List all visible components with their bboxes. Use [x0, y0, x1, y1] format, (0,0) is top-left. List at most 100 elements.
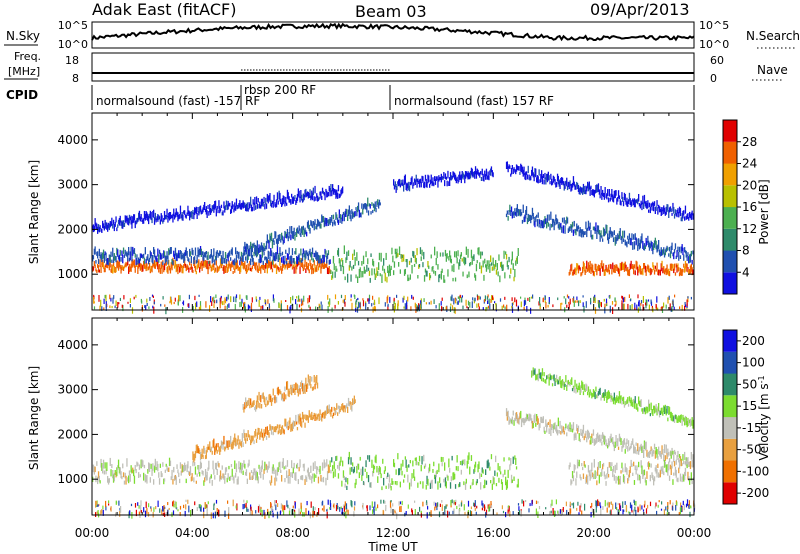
power-mark: [242, 252, 244, 256]
power-mark: [245, 246, 247, 252]
velocity-mark: [651, 472, 653, 479]
power-mark: [556, 219, 559, 224]
power-speckle: [344, 301, 346, 307]
velocity-mark: [263, 429, 265, 438]
power-mark: [275, 203, 277, 208]
power-mark: [671, 212, 673, 216]
power-mark: [262, 262, 264, 271]
power-speckle: [656, 296, 658, 303]
velocity-mark: [408, 482, 411, 490]
power-mark: [471, 168, 473, 177]
power-speckle: [211, 297, 214, 302]
velocity-mark: [677, 418, 679, 423]
power-mark: [240, 265, 242, 273]
velocity-mark: [418, 455, 421, 462]
power-speckle: [423, 298, 425, 302]
power-mark: [258, 203, 260, 209]
power-mark: [248, 245, 250, 255]
power-mark: [450, 258, 452, 264]
power-mark: [572, 176, 575, 186]
velocity-mark: [315, 376, 317, 386]
velocity-mark: [168, 467, 170, 472]
power-mark: [439, 274, 441, 279]
power-mark: [638, 203, 641, 207]
power-mark: [170, 247, 172, 254]
power-mark: [310, 263, 312, 270]
power-mark: [667, 269, 669, 275]
power-speckle: [512, 301, 514, 305]
power-speckle: [590, 301, 592, 305]
power-mark: [113, 253, 115, 261]
velocity-mark: [568, 381, 570, 386]
velocity-mark: [507, 469, 509, 479]
power-mark: [603, 193, 605, 200]
velocity-mark: [214, 475, 216, 480]
power-mark: [681, 244, 683, 252]
velocity-mark: [383, 470, 386, 474]
power-mark: [219, 265, 221, 269]
velocity-mark: [258, 464, 260, 469]
velocity-speckle: [260, 509, 262, 513]
power-speckle: [627, 303, 629, 310]
velocity-mark: [265, 436, 268, 440]
power-mark: [259, 201, 261, 209]
power-mark: [268, 251, 270, 257]
velocity-mark: [398, 468, 400, 476]
velocity-mark: [202, 470, 204, 476]
velocity-mark: [235, 472, 237, 478]
power-speckle: [639, 306, 641, 311]
power-mark: [268, 261, 270, 267]
power-mark: [653, 201, 656, 206]
power-mark: [357, 202, 360, 211]
power-mark: [267, 250, 269, 260]
velocity-speckle: [595, 500, 597, 507]
power-mark: [191, 247, 193, 255]
time-xtick-label: 04:00: [175, 526, 210, 540]
power-mark: [198, 259, 200, 268]
velocity-mark: [440, 456, 442, 462]
velocity-speckle: [199, 507, 201, 510]
power-mark: [281, 232, 283, 240]
power-mark: [251, 266, 253, 270]
power-mark: [304, 227, 306, 235]
power-mark: [582, 231, 585, 238]
power-mark: [115, 216, 117, 223]
power-mark: [495, 269, 498, 275]
power-mark: [239, 260, 241, 266]
power-mark: [270, 250, 273, 257]
power-mark: [618, 231, 621, 239]
velocity-speckle: [218, 510, 220, 517]
power-mark: [517, 248, 519, 256]
power-mark: [240, 256, 242, 261]
power-mark: [216, 265, 218, 273]
velocity-speckle: [167, 509, 169, 516]
power-mark: [547, 171, 549, 181]
velocity-mark: [222, 473, 224, 479]
power-mark: [296, 256, 298, 264]
power-mark: [422, 176, 424, 183]
velocity-mark: [587, 386, 590, 392]
power-mark: [254, 197, 256, 205]
power-mark: [312, 221, 314, 226]
power-mark: [321, 187, 324, 194]
power-mark: [491, 170, 493, 177]
power-speckle: [478, 295, 480, 300]
power-mark: [217, 209, 219, 214]
power-mark: [610, 264, 612, 270]
velocity-speckle: [407, 504, 409, 509]
power-mark: [247, 248, 249, 255]
power-mark: [429, 179, 432, 185]
power-mark: [373, 268, 376, 275]
power-mark: [108, 262, 110, 271]
power-mark: [234, 202, 236, 211]
power-mark: [275, 252, 277, 261]
power-speckle: [539, 297, 541, 304]
power-mark: [494, 264, 496, 269]
power-mark: [477, 247, 479, 255]
power-mark: [187, 257, 189, 262]
power-mark: [482, 260, 484, 268]
power-mark: [549, 181, 551, 185]
velocity-mark: [282, 397, 284, 402]
power-mark: [564, 181, 566, 189]
power-mark: [508, 256, 510, 263]
